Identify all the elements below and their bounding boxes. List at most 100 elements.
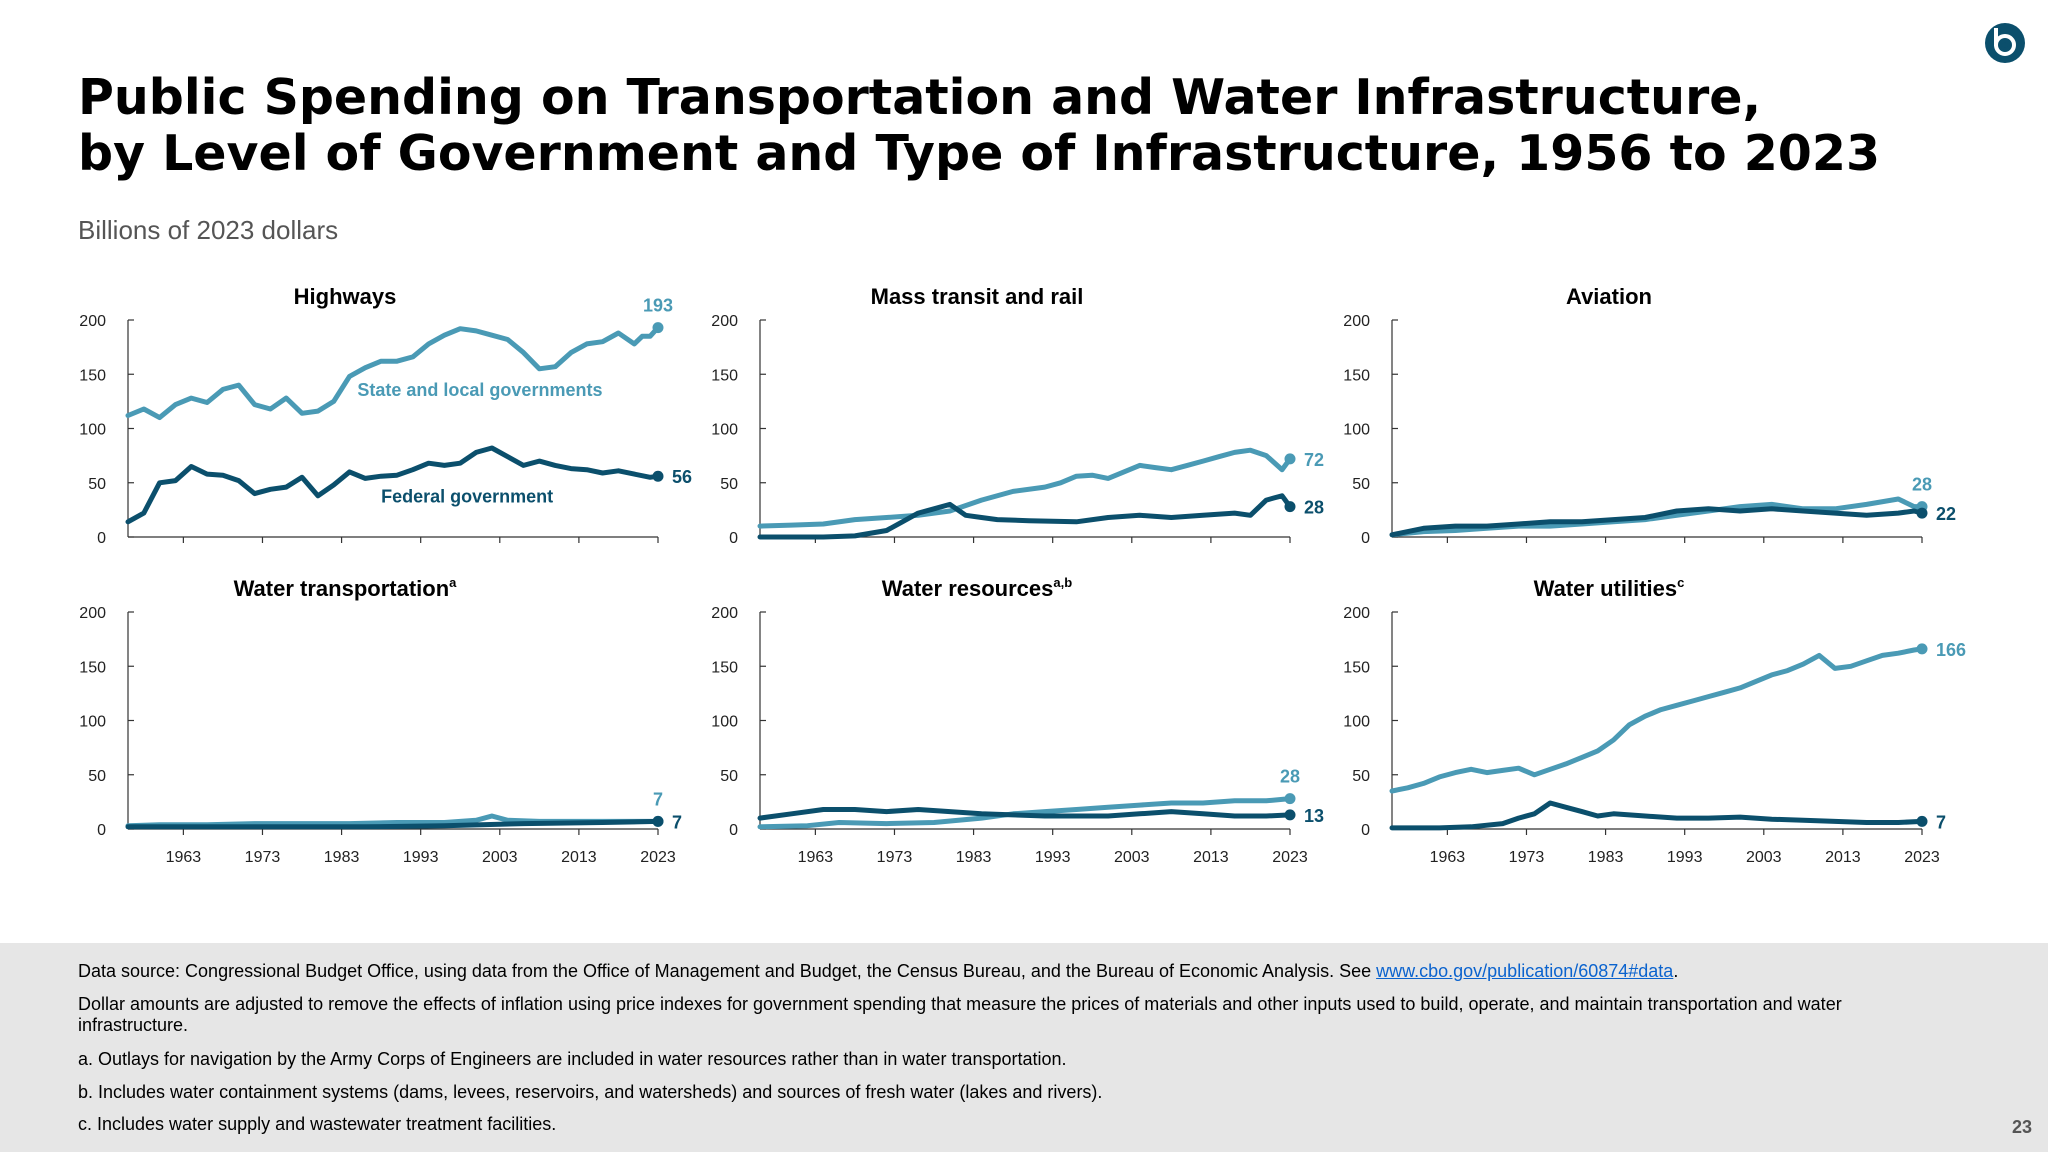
series-end-label: 13	[1304, 806, 1324, 826]
x-tick-label: 1993	[1035, 849, 1071, 866]
series-end-point	[1284, 501, 1296, 513]
y-tick-label: 200	[1343, 605, 1370, 622]
y-tick-label: 0	[97, 822, 106, 839]
x-tick-label: 2013	[561, 849, 597, 866]
page-number: 23	[2011, 1117, 2032, 1137]
series-end-label: 28	[1280, 767, 1300, 787]
series-line-federal	[125, 445, 661, 525]
x-tick-label: 1983	[324, 849, 360, 866]
inflation-note: Dollar amounts are adjusted to remove th…	[78, 994, 1842, 1035]
series-line-federal	[1389, 506, 1925, 538]
y-tick-label: 0	[729, 822, 738, 839]
footnote-a: a. Outlays for navigation by the Army Co…	[78, 1049, 1067, 1069]
chart-panel-4: Water transportationa 0 50 100 150 200 1963 197…	[79, 575, 682, 866]
data-source-link[interactable]: www.cbo.gov/publication/60874#data	[1376, 961, 1674, 981]
y-tick-label: 200	[711, 313, 738, 330]
x-tick-label: 1963	[1430, 849, 1466, 866]
series-end-point	[1284, 453, 1296, 465]
y-tick-label: 200	[79, 313, 106, 330]
y-tick-label: 150	[79, 659, 106, 676]
series-end-point	[652, 322, 664, 334]
series-end-label: 72	[1304, 450, 1324, 470]
y-tick-label: 50	[88, 768, 106, 785]
data-source-text: Data source: Congressional Budget Office…	[78, 961, 1377, 981]
y-tick-label: 100	[1343, 422, 1370, 439]
chart-title: Water transportationa	[234, 575, 458, 601]
series-line-state-local	[1389, 646, 1925, 794]
series-end-point	[1916, 507, 1928, 519]
series-end-label: 7	[653, 789, 663, 809]
chart-title: Water utilitiesc	[1534, 575, 1685, 601]
series-end-point	[1284, 793, 1296, 805]
y-tick-label: 200	[79, 605, 106, 622]
y-tick-label: 150	[711, 659, 738, 676]
x-tick-label: 1983	[1588, 849, 1624, 866]
x-tick-label: 2013	[1825, 849, 1861, 866]
series-line-state-local	[757, 447, 1293, 529]
x-tick-label: 2023	[1904, 849, 1940, 866]
y-tick-label: 150	[711, 367, 738, 384]
series-line-state-local	[757, 796, 1293, 830]
series-end-point	[652, 470, 664, 482]
x-tick-label: 1963	[798, 849, 834, 866]
y-tick-label: 200	[711, 605, 738, 622]
x-tick-label: 2003	[1746, 849, 1782, 866]
chart-grid: Highways 0 50 100 150 200 193 State and local g…	[79, 284, 1966, 866]
y-tick-label: 0	[729, 530, 738, 547]
y-tick-label: 150	[1343, 367, 1370, 384]
chart-panel-6: Water utilitiesc 0 50 100 150 200 1963 1973 1983…	[1343, 575, 1966, 866]
x-tick-label: 1973	[1509, 849, 1545, 866]
y-tick-label: 50	[88, 476, 106, 493]
x-tick-label: 2023	[1272, 849, 1308, 866]
title-line-1: Public Spending on Transportation and Wa…	[78, 69, 1762, 126]
series-end-label: 193	[643, 296, 673, 316]
series-inline-label: State and local governments	[357, 380, 602, 400]
series-inline-label: Federal government	[381, 486, 553, 506]
series-line-federal	[1389, 800, 1925, 831]
series-end-label: 28	[1304, 498, 1324, 518]
x-tick-label: 2013	[1193, 849, 1229, 866]
chart-title-superscript: a,b	[1053, 575, 1072, 590]
series-end-label: 56	[672, 467, 692, 487]
series-line-federal	[757, 807, 1293, 821]
series-end-label: 28	[1912, 475, 1932, 495]
title-line-2: by Level of Government and Type of Infra…	[78, 125, 1881, 182]
y-tick-label: 100	[79, 714, 106, 731]
y-tick-label: 50	[1352, 768, 1370, 785]
x-tick-label: 1993	[403, 849, 439, 866]
series-end-point	[1916, 643, 1928, 655]
chart-subtitle: Billions of 2023 dollars	[78, 215, 339, 245]
series-end-point	[1916, 815, 1928, 827]
x-tick-label: 1963	[166, 849, 202, 866]
data-source-suffix: .	[1673, 961, 1679, 981]
series-end-point	[1284, 809, 1296, 821]
footnote-b: b. Includes water containment systems (d…	[78, 1082, 1103, 1102]
x-tick-label: 1973	[877, 849, 913, 866]
y-tick-label: 200	[1343, 313, 1370, 330]
y-tick-label: 50	[720, 476, 738, 493]
chart-title: Water resourcesa,b	[882, 575, 1072, 601]
footer-notes: Data source: Congressional Budget Office…	[0, 943, 2048, 1152]
chart-title: Mass transit and rail	[871, 284, 1084, 309]
y-tick-label: 150	[79, 367, 106, 384]
x-tick-label: 1983	[956, 849, 992, 866]
page-title: Public Spending on Transportation and Wa…	[78, 70, 1880, 182]
series-end-label: 7	[672, 812, 682, 832]
footnote-c: c. Includes water supply and wastewater …	[78, 1114, 557, 1134]
y-tick-label: 50	[720, 768, 738, 785]
series-end-label: 166	[1936, 640, 1966, 660]
x-tick-label: 1973	[245, 849, 281, 866]
y-tick-label: 0	[1361, 530, 1370, 547]
chart-title-superscript: c	[1677, 575, 1684, 590]
data-source-note: Data source: Congressional Budget Office…	[78, 961, 1918, 982]
y-tick-label: 100	[711, 714, 738, 731]
y-tick-label: 100	[711, 422, 738, 439]
chart-title: Highways	[294, 284, 397, 309]
chart-panel-2: Mass transit and rail 0 50 100 150 200 72 28	[711, 284, 1324, 547]
chart-panel-1: Highways 0 50 100 150 200 193 State and local g…	[79, 284, 692, 547]
series-end-label: 22	[1936, 504, 1956, 524]
y-tick-label: 50	[1352, 476, 1370, 493]
cbo-logo-icon[interactable]	[1984, 22, 2026, 64]
x-tick-label: 2003	[1114, 849, 1150, 866]
